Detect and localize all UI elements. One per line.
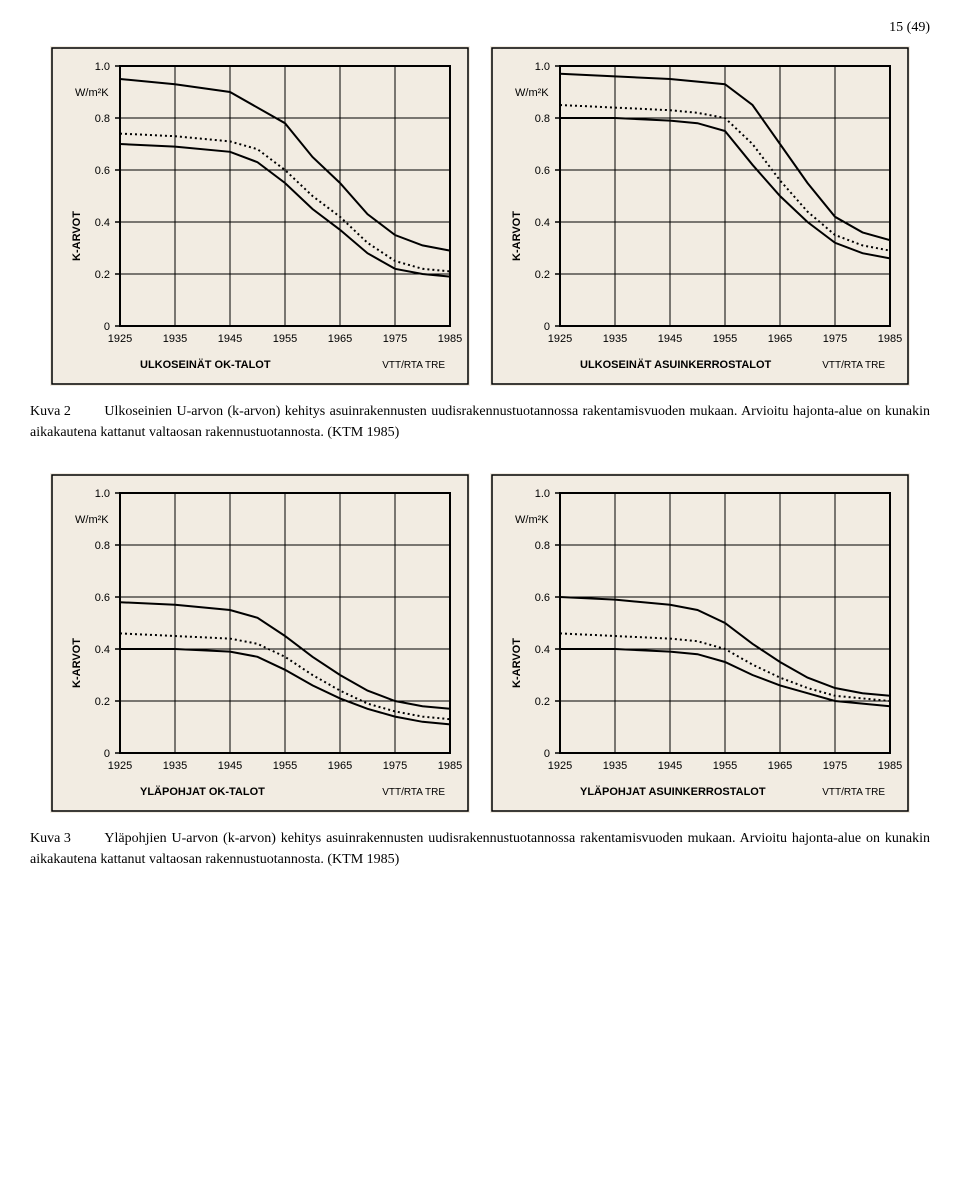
svg-text:0.2: 0.2: [95, 696, 110, 708]
svg-text:0.6: 0.6: [95, 592, 110, 604]
svg-text:1955: 1955: [713, 760, 737, 772]
svg-text:1945: 1945: [658, 760, 682, 772]
caption-text: Yläpohjien U-arvon (k-arvon) kehitys asu…: [30, 831, 930, 867]
svg-text:0: 0: [104, 748, 110, 760]
svg-text:1975: 1975: [383, 760, 407, 772]
svg-text:1945: 1945: [218, 760, 242, 772]
svg-text:1935: 1935: [603, 333, 627, 345]
svg-text:1955: 1955: [273, 760, 297, 772]
svg-text:1965: 1965: [328, 333, 352, 345]
svg-text:1.0: 1.0: [535, 61, 550, 73]
figure-row-2: 0 0.2 0.4 0.6 0.8 1.0 W/m²K 1925 1935 1945 1955 196…: [30, 473, 930, 813]
svg-text:ULKOSEINÄT ASUINKERROSTALOT: ULKOSEINÄT ASUINKERROSTALOT: [580, 358, 772, 371]
svg-text:K-ARVOT: K-ARVOT: [71, 211, 83, 261]
svg-text:YLÄPOHJAT ASUINKERROSTALOT: YLÄPOHJAT ASUINKERROSTALOT: [580, 785, 766, 798]
caption-text: Ulkoseinien U-arvon (k-arvon) kehitys as…: [30, 404, 930, 440]
caption-kuva3: Kuva 3 Yläpohjien U-arvon (k-arvon) kehi…: [30, 828, 930, 870]
svg-text:YLÄPOHJAT OK-TALOT: YLÄPOHJAT OK-TALOT: [140, 785, 265, 798]
svg-text:1975: 1975: [823, 760, 847, 772]
svg-text:VTT/RTA TRE: VTT/RTA TRE: [382, 787, 445, 798]
svg-text:1985: 1985: [438, 333, 462, 345]
svg-text:ULKOSEINÄT OK-TALOT: ULKOSEINÄT OK-TALOT: [140, 358, 271, 371]
svg-text:0.6: 0.6: [535, 592, 550, 604]
svg-text:0.2: 0.2: [95, 269, 110, 281]
svg-text:1965: 1965: [768, 760, 792, 772]
svg-text:0.2: 0.2: [535, 696, 550, 708]
svg-text:1975: 1975: [383, 333, 407, 345]
svg-text:0.8: 0.8: [535, 540, 550, 552]
svg-text:0.8: 0.8: [95, 113, 110, 125]
svg-text:0.8: 0.8: [535, 113, 550, 125]
svg-text:VTT/RTA TRE: VTT/RTA TRE: [822, 787, 885, 798]
svg-text:1965: 1965: [328, 760, 352, 772]
svg-text:1985: 1985: [878, 760, 902, 772]
chart-ulkoseinat-kerrostalot: 0 0.2 0.4 0.6 0.8 1.0 W/m²K 1925 1935 1945 1955 196…: [490, 46, 910, 386]
page-number: 15 (49): [30, 20, 930, 36]
svg-text:1925: 1925: [548, 333, 572, 345]
svg-text:1975: 1975: [823, 333, 847, 345]
svg-text:0.2: 0.2: [535, 269, 550, 281]
svg-text:1925: 1925: [108, 333, 132, 345]
svg-text:1955: 1955: [273, 333, 297, 345]
chart-ylapohjat-ok: 0 0.2 0.4 0.6 0.8 1.0 W/m²K 1925 1935 1945 1955 196…: [50, 473, 470, 813]
svg-text:0.4: 0.4: [95, 217, 110, 229]
svg-text:1925: 1925: [548, 760, 572, 772]
svg-text:K-ARVOT: K-ARVOT: [511, 638, 523, 688]
chart-ylapohjat-kerrostalot: 0 0.2 0.4 0.6 0.8 1.0 W/m²K 1925 1935 1945 1955 196…: [490, 473, 910, 813]
svg-text:1.0: 1.0: [535, 488, 550, 500]
svg-text:0.8: 0.8: [95, 540, 110, 552]
chart-ulkoseinat-ok: 0 0.2 0.4 0.6 0.8 1.0 W/m²K 1925 1935 1945 1955 196…: [50, 46, 470, 386]
svg-text:K-ARVOT: K-ARVOT: [511, 211, 523, 261]
svg-text:1935: 1935: [603, 760, 627, 772]
svg-text:0.6: 0.6: [535, 165, 550, 177]
svg-text:1935: 1935: [163, 760, 187, 772]
svg-text:1955: 1955: [713, 333, 737, 345]
caption-label: Kuva 3: [30, 828, 100, 849]
svg-text:0.4: 0.4: [95, 644, 110, 656]
svg-text:0.4: 0.4: [535, 217, 550, 229]
svg-text:W/m²K: W/m²K: [515, 514, 549, 526]
svg-text:0: 0: [104, 321, 110, 333]
svg-text:1.0: 1.0: [95, 488, 110, 500]
caption-kuva2: Kuva 2 Ulkoseinien U-arvon (k-arvon) keh…: [30, 401, 930, 443]
svg-text:1925: 1925: [108, 760, 132, 772]
svg-text:W/m²K: W/m²K: [515, 87, 549, 99]
svg-text:1.0: 1.0: [95, 61, 110, 73]
svg-text:0: 0: [544, 748, 550, 760]
svg-text:1945: 1945: [218, 333, 242, 345]
svg-text:VTT/RTA TRE: VTT/RTA TRE: [382, 360, 445, 371]
svg-text:1985: 1985: [878, 333, 902, 345]
svg-text:1935: 1935: [163, 333, 187, 345]
svg-text:W/m²K: W/m²K: [75, 87, 109, 99]
svg-text:1965: 1965: [768, 333, 792, 345]
svg-text:W/m²K: W/m²K: [75, 514, 109, 526]
svg-text:VTT/RTA TRE: VTT/RTA TRE: [822, 360, 885, 371]
svg-text:0: 0: [544, 321, 550, 333]
figure-row-1: 0 0.2 0.4 0.6 0.8 1.0 W/m²K 1925 1935 1945 1955 196…: [30, 46, 930, 386]
svg-text:K-ARVOT: K-ARVOT: [71, 638, 83, 688]
svg-text:0.4: 0.4: [535, 644, 550, 656]
svg-text:1945: 1945: [658, 333, 682, 345]
svg-text:0.6: 0.6: [95, 165, 110, 177]
caption-label: Kuva 2: [30, 401, 100, 422]
svg-text:1985: 1985: [438, 760, 462, 772]
